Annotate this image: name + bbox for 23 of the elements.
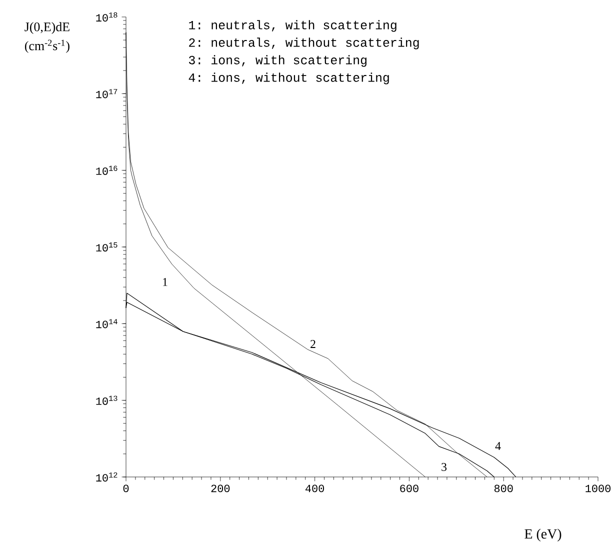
- y-tick-label: 10$^{13}$: [96, 396, 118, 405]
- x-tick-label: 600: [400, 484, 418, 492]
- annotation: 4: [495, 442, 501, 450]
- y-tick-label: 10$^{17}$: [96, 89, 118, 98]
- y-tick-label: 10$^{15}$: [96, 242, 118, 252]
- annotation: 2: [310, 340, 316, 348]
- x-tick-label: 400: [305, 484, 324, 492]
- x-tick-label: 1000: [586, 484, 610, 492]
- x-tick-label: 200: [211, 484, 230, 492]
- annotation: 1: neutrals, with scattering: [189, 20, 396, 32]
- annotation: 1: [163, 278, 168, 286]
- annotation: 4: ions, without scattering: [188, 72, 389, 84]
- x-tick-label: 0: [123, 484, 129, 492]
- y-tick-label: 10$^{12}$: [96, 472, 118, 482]
- x-tick-label: 800: [494, 484, 513, 492]
- annotation: 3: ions, with scattering: [188, 55, 366, 67]
- y-tick-label: 10$^{14}$: [96, 319, 118, 328]
- annotation: 3: [442, 462, 447, 471]
- y-axis-title: J(0,E)dE (cm$^{-2}$s$^{-1}$): [24, 22, 70, 53]
- y-tick-label: 10$^{18}$: [96, 12, 118, 22]
- x-axis-title: E (eV): [524, 528, 562, 542]
- annotation: 2: neutrals, without scattering: [189, 38, 419, 50]
- y-tick-label: 10$^{16}$: [96, 166, 118, 175]
